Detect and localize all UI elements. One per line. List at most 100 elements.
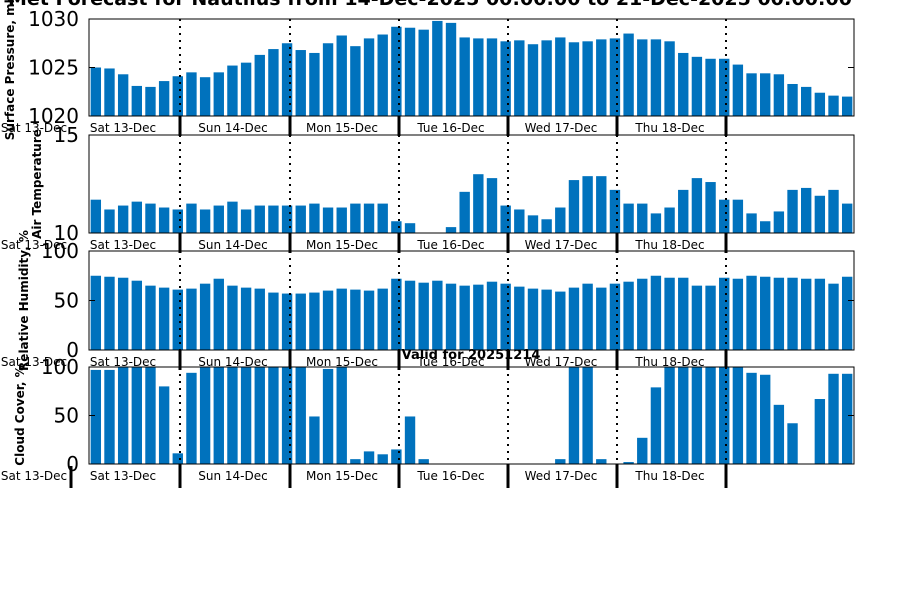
bar <box>801 86 812 116</box>
bar <box>637 278 648 350</box>
bar <box>841 373 853 464</box>
bar <box>705 182 716 233</box>
bar <box>186 72 197 116</box>
bar <box>145 203 156 233</box>
bar <box>773 404 785 464</box>
bar <box>596 39 607 117</box>
bar <box>828 189 839 233</box>
day-label: Thu 18-Dec <box>634 469 704 483</box>
bar <box>801 278 812 350</box>
bar <box>131 367 142 464</box>
y-tick-label: 15 <box>54 123 79 147</box>
day-label: Sun 14-Dec <box>198 121 267 135</box>
bar <box>664 207 675 233</box>
bar <box>664 41 675 117</box>
bar <box>404 280 416 350</box>
bar <box>650 275 662 350</box>
bar <box>637 437 648 464</box>
bar <box>746 275 757 350</box>
bar <box>828 283 839 350</box>
bar <box>760 221 771 233</box>
bar <box>268 292 279 350</box>
bar <box>309 416 320 464</box>
day-label: Tue 16-Dec <box>416 238 484 252</box>
bar <box>637 39 648 117</box>
bar <box>295 50 306 116</box>
bar <box>90 199 102 233</box>
bar <box>746 73 757 116</box>
y-tick-label: 50 <box>54 404 79 428</box>
y-tick-label: 100 <box>41 355 79 379</box>
bar <box>404 223 416 233</box>
bar <box>104 209 115 233</box>
day-label: Thu 18-Dec <box>634 355 704 369</box>
bar <box>418 282 429 350</box>
bar <box>281 205 293 233</box>
bar <box>678 52 689 116</box>
bar <box>582 367 593 464</box>
bar <box>773 277 785 350</box>
bar <box>814 195 826 233</box>
y-axis-label: Air Temperature <box>30 129 44 239</box>
bar <box>732 64 744 116</box>
bar <box>473 174 484 233</box>
day-label: Sat 13-Dec <box>90 121 156 135</box>
day-label: Sat 13-Dec <box>1 238 67 252</box>
bar <box>486 178 498 233</box>
bar <box>268 367 279 464</box>
bar <box>145 367 156 464</box>
panel-frame <box>88 134 855 234</box>
bar <box>240 62 252 116</box>
bar <box>254 288 265 350</box>
bar <box>117 277 129 350</box>
bar <box>555 37 566 116</box>
bar <box>596 459 607 464</box>
day-label: Thu 18-Dec <box>634 121 704 135</box>
bar <box>227 367 238 464</box>
bar <box>691 367 703 464</box>
bar <box>527 215 539 233</box>
bar <box>445 283 457 350</box>
bar <box>418 459 429 464</box>
bar <box>227 285 238 350</box>
bar <box>719 367 730 464</box>
bar <box>664 367 675 464</box>
bar <box>336 367 347 464</box>
bar <box>227 65 238 116</box>
bar <box>773 211 785 233</box>
bar <box>377 34 388 116</box>
bar <box>760 276 771 350</box>
bar <box>541 40 552 117</box>
bar <box>213 205 224 233</box>
bar <box>254 367 265 464</box>
bar <box>568 367 580 464</box>
bar <box>459 191 470 233</box>
bar <box>240 209 252 233</box>
bar <box>841 203 853 233</box>
chart-title: Met Forecast for Nautilus from 14-Dec-20… <box>8 0 852 10</box>
y-tick-label: 1025 <box>28 56 79 80</box>
bar <box>186 288 197 350</box>
bar <box>158 287 170 350</box>
bar <box>473 38 484 116</box>
bar <box>309 52 320 116</box>
y-tick-label: 50 <box>54 289 79 313</box>
bar <box>240 367 252 464</box>
bar <box>391 221 402 233</box>
bar <box>336 35 347 116</box>
bar <box>432 280 443 350</box>
bar <box>445 22 457 117</box>
bar <box>295 205 306 233</box>
bar <box>787 83 798 116</box>
valid-label: Valid for 20251214 <box>402 348 541 363</box>
bar <box>732 278 744 350</box>
bar <box>158 386 170 464</box>
bar <box>404 27 416 117</box>
bar <box>787 423 798 464</box>
day-label: Sun 14-Dec <box>198 238 267 252</box>
day-label: Wed 17-Dec <box>525 355 598 369</box>
bar <box>500 205 511 233</box>
bar <box>281 367 293 464</box>
bar <box>104 68 115 116</box>
bar <box>719 58 730 116</box>
